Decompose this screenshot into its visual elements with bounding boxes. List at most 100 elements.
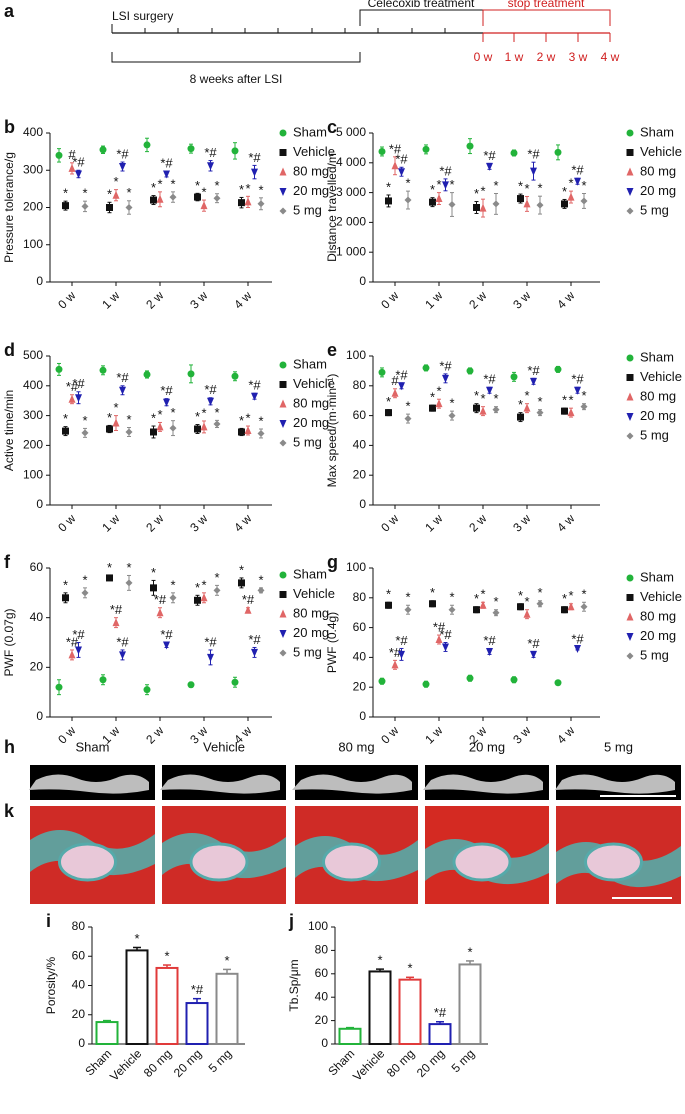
x-tick-label: 0 w [55,511,78,534]
x-tick-label: 3 w [510,723,533,746]
data-point [510,373,518,381]
marrow-region [452,842,512,882]
data-point [492,406,500,414]
legend-marker [279,649,287,657]
y-axis-label: Max speed/(m·min⁻¹) [325,374,339,488]
significance: *# [483,148,496,163]
panel-letter: h [4,737,15,757]
significance: * [82,413,87,428]
x-tick-label: 3 w [187,288,210,311]
data-point [435,194,443,203]
significance: * [449,177,454,192]
bar [398,978,422,1046]
y-tick-label: 40 [30,610,44,624]
panel-letter: d [4,340,15,360]
data-point [68,163,76,172]
significance: *# [527,147,540,162]
data-point [517,195,524,203]
data-point [55,151,63,159]
timeline-label: stop treatment [508,0,585,10]
legend-marker [279,399,287,408]
y-tick-label: 200 [23,200,43,214]
significance: * [581,388,586,403]
image-label: Vehicle [203,739,245,754]
significance: *# [72,627,85,642]
legend-label: 5 mg [293,434,322,449]
significance: * [126,412,131,427]
legend-marker [279,630,287,638]
y-tick-label: 60 [72,948,86,962]
significance: *# [154,592,167,607]
data-point [466,142,474,150]
legend-label: Sham [640,349,674,364]
significance: *# [160,383,173,398]
chart-panel: 0 100 200 300 400 b Pressure tolerance/g 0 w 1 w… [2,117,335,312]
data-point [112,618,120,627]
significance: * [214,570,219,585]
y-tick-label: 300 [23,162,43,176]
significance: *# [389,645,402,660]
data-point [125,579,133,587]
bone-shape [29,774,149,794]
significance: * [151,410,156,425]
data-point [119,651,126,660]
legend-marker [626,594,634,601]
legend-label: Sham [293,356,327,371]
significance: * [493,178,498,193]
data-point [530,377,537,386]
bar [155,966,179,1046]
panel-letter: k [4,801,15,821]
legend-label: Sham [293,124,327,139]
bone-shape [160,774,280,794]
data-point [187,681,195,689]
significance: *# [434,1005,447,1020]
data-point [163,170,170,179]
data-point [574,386,581,395]
data-point [68,650,76,659]
week-label: 4 w [601,50,620,64]
y-axis-label: Porosity/% [44,956,58,1014]
x-tick-label: 3 w [510,288,533,311]
y-tick-label: 100 [346,560,366,574]
x-tick-label: Vehicle [350,1046,387,1083]
data-point [207,397,214,406]
data-point [554,365,562,373]
x-tick-label: 4 w [554,511,577,534]
data-point [156,608,164,617]
significance: *# [527,363,540,378]
chart-panel: 0 100 200 300 400 500 d Active time/min 0 w 1 w 2 … [2,340,335,535]
significance: * [63,411,68,426]
marrow-region [322,842,381,882]
significance: * [568,393,573,408]
y-tick-label: 0 [36,709,43,723]
data-point [442,181,449,190]
image-label: Sham [76,739,110,754]
significance: * [157,176,162,191]
legend-marker [626,432,634,440]
significance: * [449,590,454,605]
significance: * [151,180,156,195]
data-point [187,370,195,378]
y-tick-label: 0 [78,1036,85,1050]
data-point [119,163,126,172]
legend-label: Vehicle [640,144,682,159]
data-point [213,586,221,594]
legend-marker [279,381,287,388]
data-point [561,606,568,614]
significance: * [480,184,485,199]
legend-label: 5 mg [640,647,669,662]
data-point [574,177,581,186]
data-point [554,679,562,687]
data-point [473,606,480,614]
data-point [492,609,500,617]
data-point [200,422,208,431]
significance: * [537,181,542,196]
y-tick-label: 100 [346,348,366,362]
significance: * [449,396,454,411]
significance: *# [483,372,496,387]
data-point [523,199,531,208]
data-point [429,404,436,412]
legend-marker [626,129,634,137]
x-tick-label: 1 w [422,723,445,746]
